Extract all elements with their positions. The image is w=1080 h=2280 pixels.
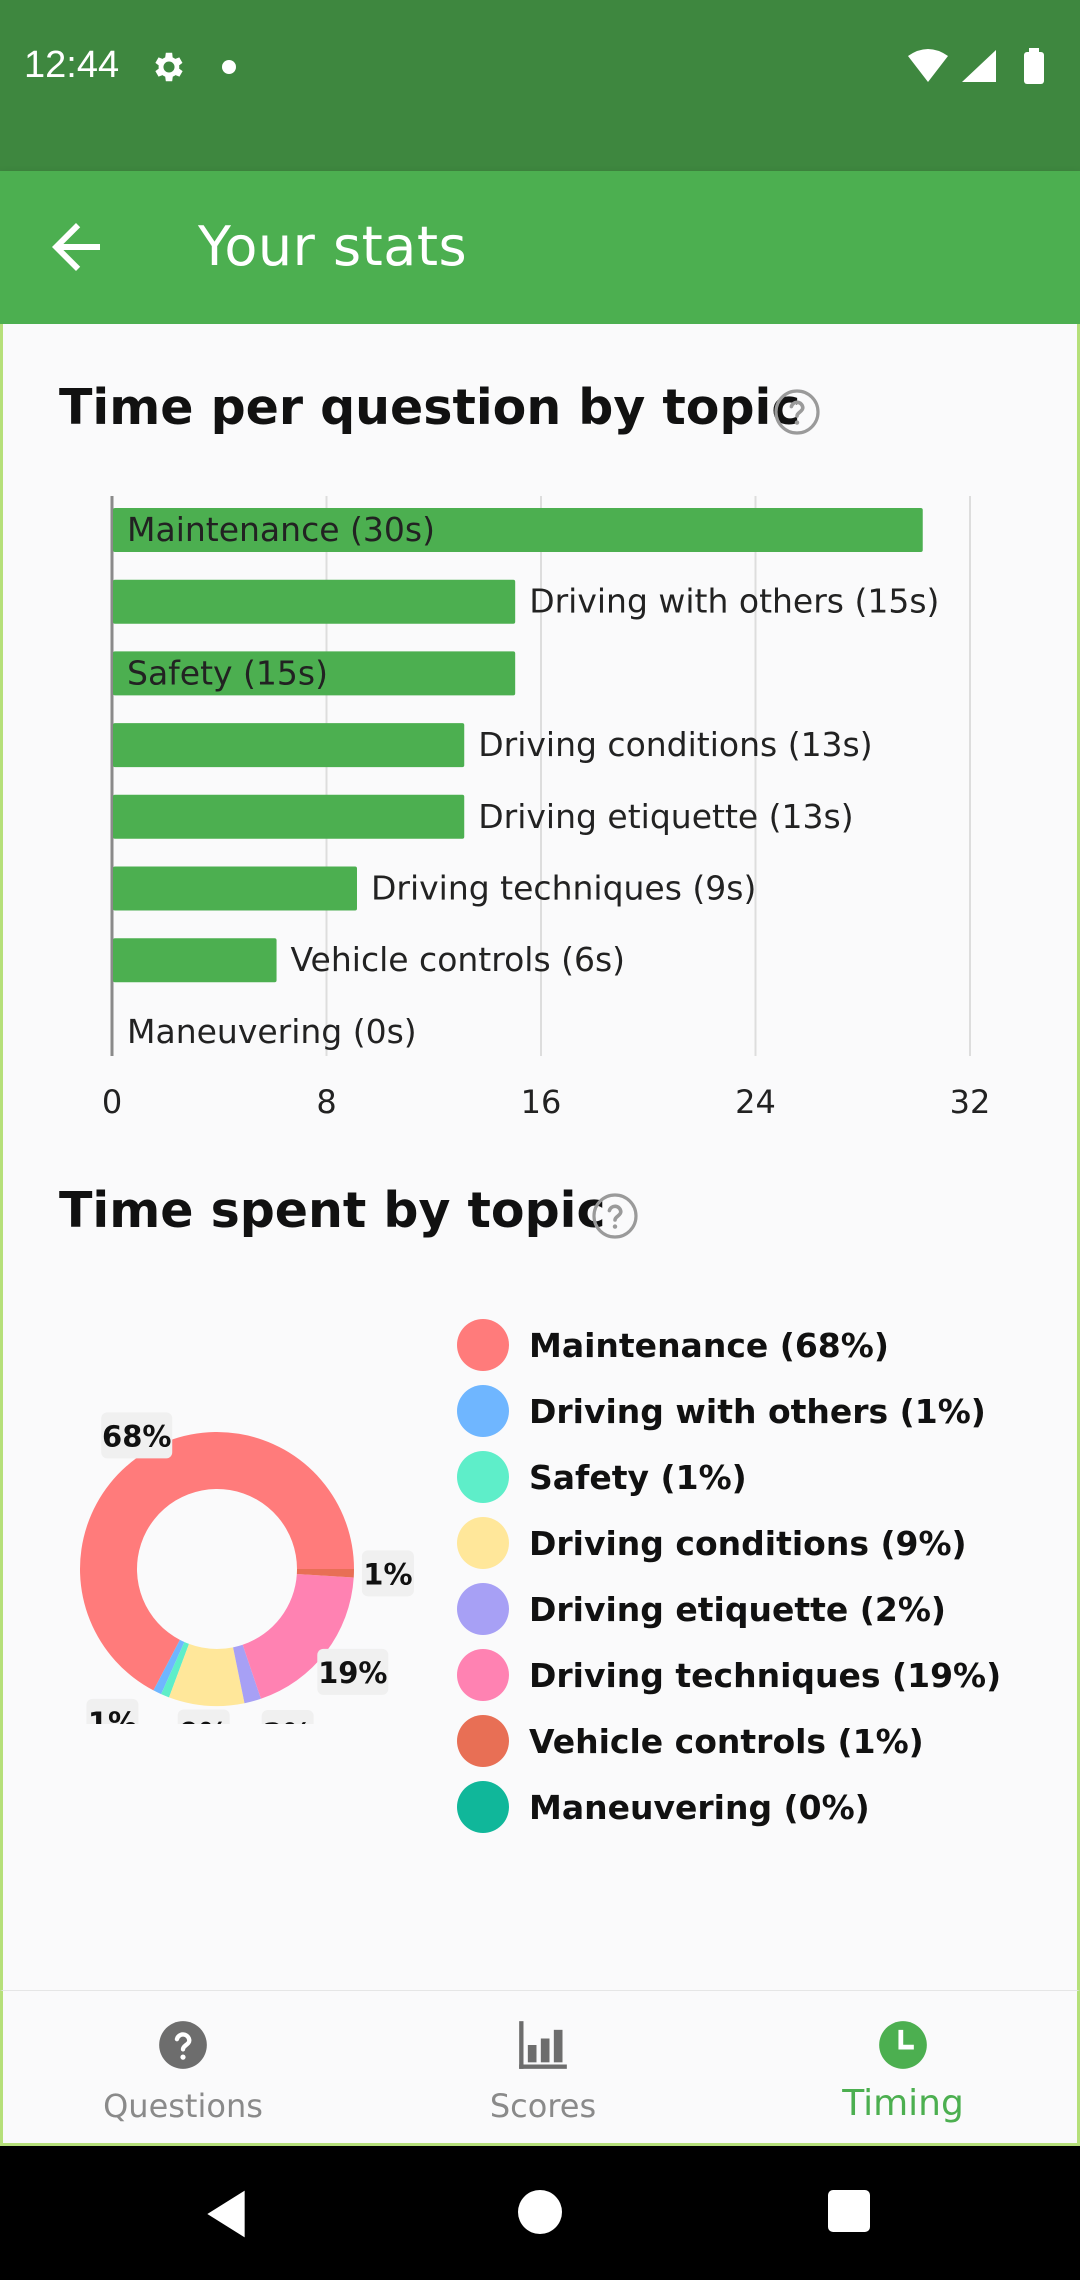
settings-gear-icon: [155, 52, 183, 82]
slice-driving-etiquette[interactable]: [233, 1644, 261, 1704]
slice-vehicle-controls[interactable]: [296, 1569, 354, 1578]
slice-label-bg: [317, 1648, 389, 1695]
legend-swatch: [457, 1715, 509, 1767]
bar-label: Maneuvering (0s): [127, 1012, 417, 1051]
slice-safety[interactable]: [161, 1642, 189, 1698]
cellular-signal-icon: [962, 50, 996, 82]
legend-label: Driving techniques (19%): [529, 1655, 1002, 1695]
bar-vehicle-controls[interactable]: [113, 938, 277, 983]
slice-driving-with-others[interactable]: [153, 1639, 185, 1695]
legend-label: Vehicle controls (1%): [529, 1721, 924, 1761]
legend-item[interactable]: Driving techniques (19%): [457, 1642, 1057, 1708]
slice-driving-techniques[interactable]: [242, 1573, 354, 1699]
page-title: Your stats: [198, 215, 468, 278]
app-bar: Your stats: [0, 171, 1080, 324]
nav-timing[interactable]: Timing: [723, 1991, 1080, 2147]
slice-label-bg: [101, 1412, 173, 1459]
x-tick-label: 0: [102, 1083, 122, 1121]
bar-driving-techniques[interactable]: [113, 866, 357, 911]
bar-label: Driving with others (15s): [529, 582, 939, 621]
slice-label-bg: [261, 1710, 314, 1724]
legend-item[interactable]: Maintenance (68%): [457, 1312, 1057, 1378]
back-arrow-icon[interactable]: [40, 211, 112, 283]
status-bar: 12:44: [0, 0, 1080, 171]
system-recents-icon[interactable]: [828, 2190, 870, 2232]
legend-item[interactable]: Driving with others (1%): [457, 1378, 1057, 1444]
system-back-icon[interactable]: [198, 2186, 254, 2242]
bar-label: Safety (15s): [127, 653, 328, 692]
slice-driving-conditions[interactable]: [169, 1643, 245, 1707]
slice-label: 9%: [179, 1716, 228, 1724]
slice-maintenance[interactable]: [79, 1432, 355, 1691]
legend-label: Driving conditions (9%): [529, 1523, 967, 1563]
legend-label: Maneuvering (0%): [529, 1787, 870, 1827]
nav-label-questions: Questions: [103, 2087, 263, 2125]
slice-label: 1%: [363, 1557, 412, 1591]
legend-swatch: [457, 1451, 509, 1503]
legend-item[interactable]: Driving conditions (9%): [457, 1510, 1057, 1576]
donut-chart: 68% 1% 9% 2% 19% 1%: [79, 1412, 414, 1724]
legend-label: Safety (1%): [529, 1457, 747, 1497]
bar-label: Driving etiquette (13s): [478, 797, 853, 836]
legend-item[interactable]: Safety (1%): [457, 1444, 1057, 1510]
legend-item[interactable]: Vehicle controls (1%): [457, 1708, 1057, 1774]
bar-chart-icon: [519, 2021, 567, 2069]
system-home-icon[interactable]: [518, 2190, 562, 2234]
legend-swatch: [457, 1583, 509, 1635]
slice-label-bg: [361, 1550, 414, 1597]
nav-questions[interactable]: Questions: [3, 1991, 363, 2147]
system-navigation-bar: [0, 2146, 1080, 2280]
donut-legend: Maintenance (68%) Driving with others (1%…: [457, 1312, 1057, 1840]
bar-maintenance[interactable]: [113, 508, 923, 552]
slice-label: 19%: [318, 1656, 387, 1690]
x-tick-label: 32: [950, 1083, 991, 1121]
help-icon[interactable]: [591, 1192, 639, 1240]
stats-content[interactable]: Time per question by topic Maintenance (…: [0, 324, 1080, 1990]
bar-safety[interactable]: [113, 651, 516, 696]
notification-dot-icon: [222, 60, 236, 74]
slice-label-bg: [86, 1698, 139, 1724]
nav-scores[interactable]: Scores: [363, 1991, 723, 2147]
legend-swatch: [457, 1385, 509, 1437]
bar-driving-with-others[interactable]: [113, 579, 516, 624]
x-tick-label: 16: [521, 1083, 562, 1121]
legend-item[interactable]: Maneuvering (0%): [457, 1774, 1057, 1840]
bar-driving-conditions[interactable]: [113, 723, 465, 768]
donut-chart-title: Time spent by topic: [59, 1182, 606, 1239]
bar-driving-etiquette[interactable]: [113, 794, 465, 839]
bar-label: Maintenance (30s): [127, 510, 435, 549]
battery-icon: [1024, 52, 1044, 84]
bar-label: Vehicle controls (6s): [291, 940, 626, 979]
help-circle-icon: [159, 2021, 207, 2069]
legend-label: Maintenance (68%): [529, 1325, 889, 1365]
clock-icon: [879, 2021, 927, 2069]
legend-swatch: [457, 1781, 509, 1833]
bottom-navigation: Questions Scores Timing: [0, 1990, 1080, 2146]
legend-swatch: [457, 1319, 509, 1371]
legend-item[interactable]: Driving etiquette (2%): [457, 1576, 1057, 1642]
bar-label: Driving techniques (9s): [371, 869, 756, 908]
x-tick-label: 24: [735, 1083, 776, 1121]
bar-chart-title: Time per question by topic: [59, 379, 801, 436]
legend-label: Driving etiquette (2%): [529, 1589, 946, 1629]
x-tick-label: 8: [316, 1083, 336, 1121]
legend-label: Driving with others (1%): [529, 1391, 986, 1431]
nav-label-timing: Timing: [842, 2083, 964, 2124]
slice-label: 1%: [88, 1706, 137, 1724]
nav-label-scores: Scores: [489, 2087, 597, 2125]
wifi-icon: [908, 49, 948, 82]
slice-label-bg: [177, 1709, 230, 1724]
legend-swatch: [457, 1649, 509, 1701]
bar-label: Driving conditions (13s): [478, 725, 872, 764]
status-time: 12:44: [24, 44, 120, 86]
slice-label: 2%: [263, 1717, 312, 1724]
help-icon[interactable]: [773, 388, 821, 436]
slice-label: 68%: [102, 1419, 171, 1453]
legend-swatch: [457, 1517, 509, 1569]
bar-chart: Maintenance (30s) Driving with others (15…: [102, 496, 991, 1121]
status-icons: [908, 48, 1044, 84]
